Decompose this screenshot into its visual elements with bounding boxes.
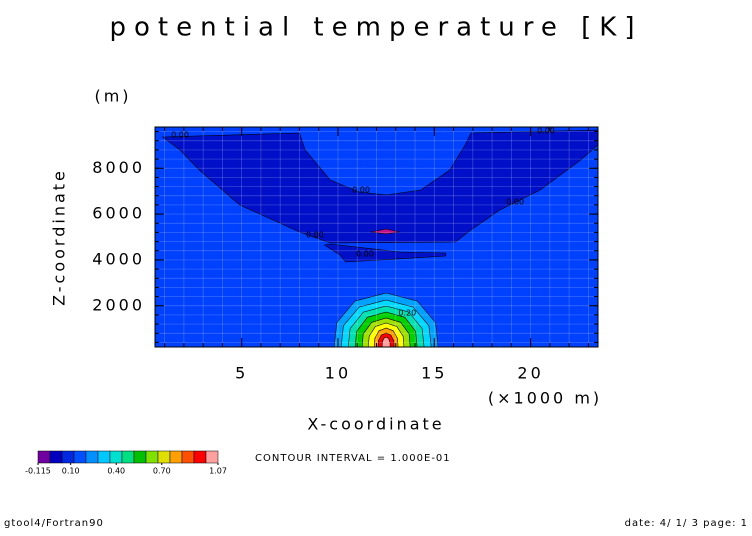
y-tick-label: 8000	[92, 158, 145, 177]
colorbar-box	[97, 450, 111, 464]
y-axis-label: Z-coordinate	[50, 168, 69, 306]
colorbar-box	[205, 450, 219, 464]
colorbar-box	[85, 450, 99, 464]
x-tick-label: 10	[325, 364, 351, 383]
x-unit: (×1000 m)	[488, 389, 602, 408]
colorbar-label: 0.40	[107, 467, 125, 476]
colorbar-box	[193, 450, 207, 464]
footer-left: gtool4/Fortran90	[4, 518, 104, 529]
colorbar-label: 0.10	[62, 467, 80, 476]
colorbar-label: 0.70	[153, 467, 171, 476]
contour-label: 0.20	[398, 308, 416, 317]
colorbar-box	[61, 450, 75, 464]
y-unit: (m)	[94, 87, 131, 106]
x-tick-label: 20	[517, 364, 543, 383]
contour-region	[323, 243, 447, 263]
colorbar-label: 1.07	[209, 467, 227, 476]
contour-label: 0.00	[537, 126, 555, 135]
contour-label: 0.00	[352, 185, 370, 194]
colorbar-box	[169, 450, 183, 464]
footer-right: date: 4/ 1/ 3 page: 1	[625, 518, 748, 529]
contour-note: CONTOUR INTERVAL = 1.000E-01	[255, 453, 451, 464]
colorbar-box	[73, 450, 87, 464]
x-tick-label: 15	[421, 364, 447, 383]
colorbar-box	[181, 450, 195, 464]
y-tick-label: 2000	[92, 295, 145, 314]
contour-region	[370, 228, 400, 235]
colorbar-box	[109, 450, 123, 464]
contour-region	[161, 129, 598, 244]
x-tick-label: 5	[235, 364, 248, 383]
contour-label: 0.00	[356, 249, 374, 258]
contour-label: 0.00	[306, 230, 324, 239]
colorbar-box	[157, 450, 171, 464]
contour-label: 0.00	[506, 197, 524, 206]
colorbar-box	[121, 450, 135, 464]
colorbar-box	[37, 450, 51, 464]
colorbar-box	[49, 450, 63, 464]
colorbar-box	[145, 450, 159, 464]
contour-label: 0.00	[171, 130, 189, 139]
y-tick-label: 4000	[92, 249, 145, 268]
colorbar-label: -0.115	[25, 467, 51, 476]
x-axis-label: X-coordinate	[307, 415, 444, 434]
y-tick-label: 6000	[92, 204, 145, 223]
colorbar-box	[133, 450, 147, 464]
chart-title: potential temperature [K]	[110, 13, 643, 43]
contour-region	[381, 336, 391, 347]
